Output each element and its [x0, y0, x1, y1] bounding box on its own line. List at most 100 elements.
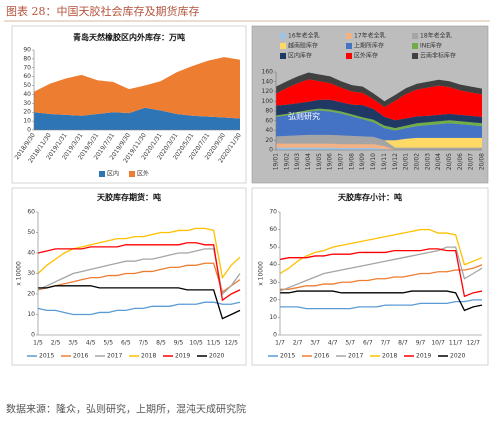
y-tick-label: 40: [27, 250, 35, 257]
x-tick-label: 12/5: [224, 340, 238, 347]
x-tick-label: 19/10: [370, 153, 377, 170]
y-axis-label: x 10000: [16, 261, 23, 286]
x-tick-label: 19/04: [305, 153, 312, 170]
x-tick-label: 20/01: [403, 153, 410, 170]
x-tick-label: 19/01: [273, 153, 280, 170]
x-tick-label: 1/5: [33, 340, 43, 347]
y-tick-label: 10: [27, 311, 35, 318]
chart-title: 青岛天然橡胶区内外库存：万吨: [73, 32, 185, 42]
area: [276, 134, 482, 148]
line: [37, 262, 241, 293]
x-tick-label: 4/7: [328, 340, 338, 347]
y-tick-label: 40: [269, 261, 277, 268]
x-tick-label: 7/7: [381, 340, 391, 347]
x-tick-label: 11/7: [449, 340, 463, 347]
y-tick-label: 60: [27, 209, 35, 216]
line: [37, 242, 241, 302]
x-tick-label: 8/5: [156, 340, 166, 347]
y-tick-label: 60: [269, 226, 277, 233]
legend-swatch: [99, 171, 105, 177]
area: [34, 107, 240, 130]
y-tick-label: 20: [265, 137, 273, 144]
y-tick-label: 50: [23, 82, 31, 89]
legend-swatch: [412, 43, 418, 49]
x-tick-label: 6/5: [121, 340, 131, 347]
legend-label: 2015: [280, 353, 295, 360]
x-tick-label: 4/5: [86, 340, 96, 347]
line: [38, 285, 241, 320]
legend-label: 18年老全乳: [420, 32, 452, 40]
area: [276, 79, 482, 121]
y-tick-label: 40: [23, 91, 31, 98]
x-tick-label: 6/7: [363, 340, 373, 347]
x-tick-label: 19/07: [338, 153, 345, 170]
y-tick-label: 50: [269, 244, 277, 251]
legend-label: 云南非标库存: [420, 52, 456, 60]
legend-swatch: [412, 33, 418, 39]
area: [276, 143, 482, 150]
legend-swatch: [129, 171, 135, 177]
legend-swatch: [280, 53, 286, 59]
x-tick-label: 19/11: [381, 153, 388, 170]
line: [37, 248, 241, 296]
y-tick-label: 20: [269, 296, 277, 303]
line: [37, 227, 241, 280]
x-tick-label: 9/7: [416, 340, 426, 347]
x-tick-label: 19/02: [283, 153, 290, 170]
legend-label: 2015: [39, 353, 54, 360]
y-tick-label: 100: [262, 98, 274, 105]
x-tick-label: 19/06: [327, 153, 334, 170]
legend-swatch: [346, 43, 352, 49]
y-tick-label: 20: [27, 291, 35, 298]
line: [280, 290, 483, 312]
legend-label: 16年老全乳: [288, 32, 320, 40]
y-tick-label: 10: [23, 118, 31, 125]
chart-title: 天胶库存小计：吨: [338, 192, 402, 202]
y-tick-label: 160: [262, 69, 274, 76]
chart-title: 天胶库存期货：吨: [97, 192, 161, 202]
legend-label: 2020: [450, 353, 465, 360]
legend-label: 2019: [416, 353, 431, 360]
y-tick-label: 60: [265, 117, 273, 124]
area: [276, 147, 482, 150]
x-tick-label: 20/05: [446, 153, 453, 170]
x-tick-label: 5/7: [345, 340, 355, 347]
area: [276, 72, 482, 108]
x-tick-label: 19/03: [294, 153, 301, 170]
y-tick-label: 70: [269, 209, 277, 216]
x-tick-label: 20/07: [468, 153, 475, 170]
x-tick-label: 10/7: [431, 340, 445, 347]
line: [37, 301, 241, 316]
x-tick-label: 20/03: [424, 153, 431, 170]
y-tick-label: 0: [269, 147, 273, 154]
legend-swatch: [280, 43, 286, 49]
x-tick-label: 19/05: [316, 153, 323, 170]
x-tick-label: 20/06: [457, 153, 464, 170]
x-tick-label: 7/5: [139, 340, 149, 347]
x-tick-label: 12/7: [466, 340, 480, 347]
legend-label: 区内: [107, 170, 119, 178]
x-tick-label: 3/5: [68, 340, 78, 347]
x-tick-label: 10/5: [189, 340, 203, 347]
line: [279, 228, 483, 275]
y-axis-label: x 10000: [258, 261, 265, 286]
area: [34, 57, 240, 119]
y-tick-label: 30: [23, 100, 31, 107]
x-tick-label: 3/7: [310, 340, 320, 347]
line: [280, 299, 482, 310]
x-tick-label: 19/12: [392, 153, 399, 170]
y-tick-label: 20: [23, 109, 31, 116]
legend-label: 2018: [382, 353, 397, 360]
area: [276, 99, 482, 129]
legend-label: 区外: [137, 170, 149, 178]
x-tick-label: 11/5: [207, 340, 221, 347]
legend-label: 区内库存: [288, 52, 312, 60]
x-tick-label: 20/04: [435, 153, 442, 170]
legend-label: 上期所库存: [354, 42, 384, 50]
legend-label: 2017: [107, 353, 122, 360]
y-tick-label: 0: [31, 332, 35, 339]
figure-title: 图表 28：中国天胶社会库存及期货库存: [6, 4, 200, 18]
legend-swatch: [280, 33, 286, 39]
source-note: 数据来源：隆众，弘则研究，上期所，混沌天成研究院: [6, 403, 246, 416]
y-tick-label: 0: [273, 332, 277, 339]
